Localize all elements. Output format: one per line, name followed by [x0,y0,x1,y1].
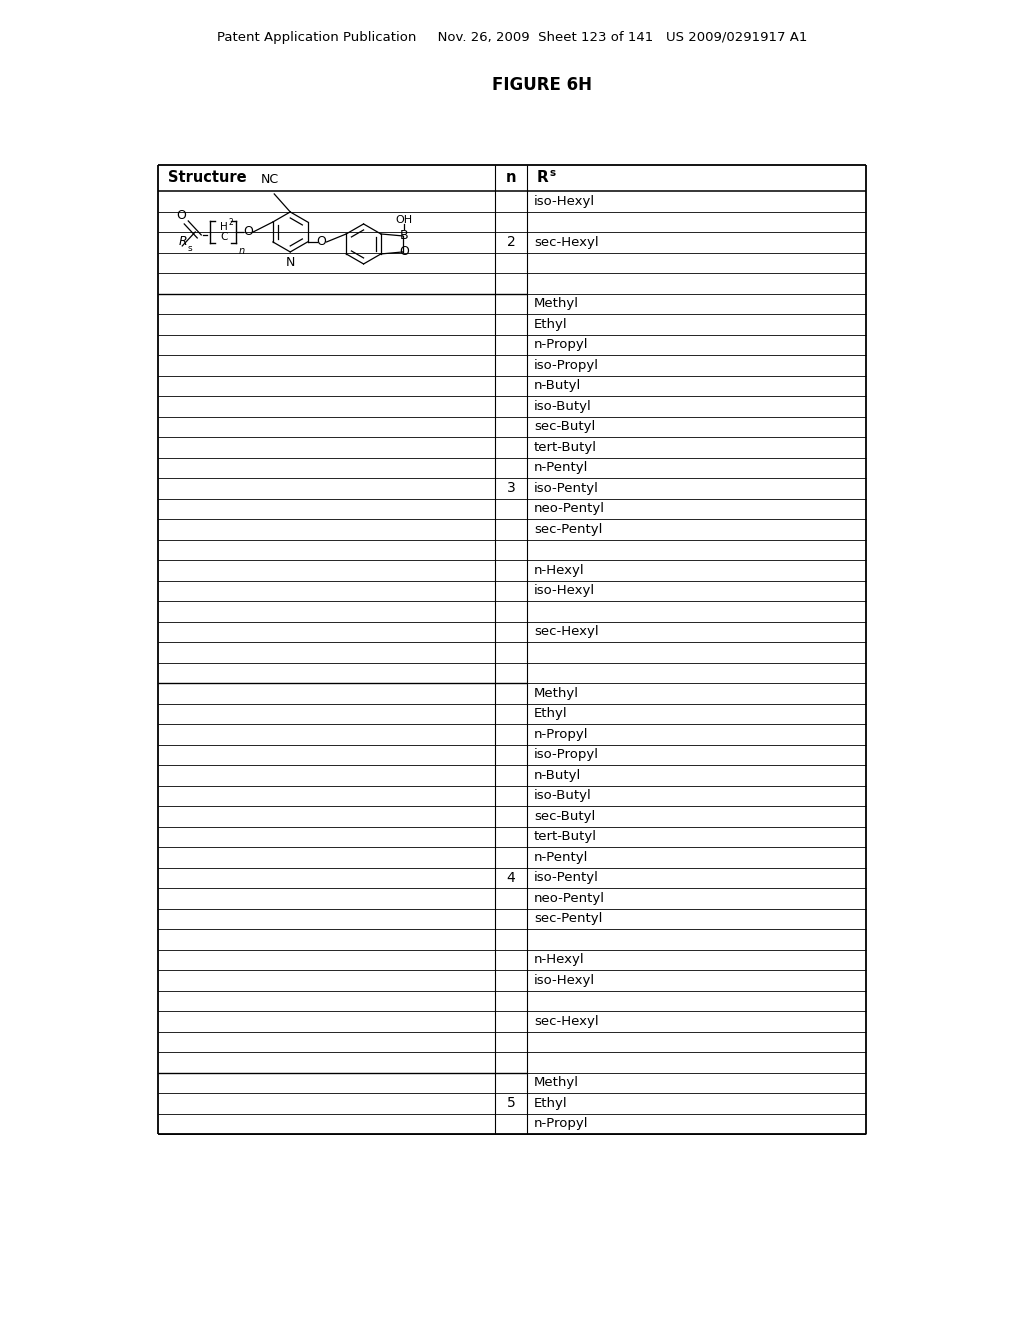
Text: n-Propyl: n-Propyl [534,1117,589,1130]
Text: B: B [399,230,409,243]
Text: n-Butyl: n-Butyl [534,379,582,392]
Text: sec-Pentyl: sec-Pentyl [534,912,602,925]
Text: H: H [220,222,228,232]
Text: n-Propyl: n-Propyl [534,727,589,741]
Text: s: s [550,168,556,178]
Text: Ethyl: Ethyl [534,318,567,331]
Text: Structure: Structure [168,170,247,186]
Text: iso-Pentyl: iso-Pentyl [534,871,599,884]
Text: C: C [220,232,228,242]
Text: n-Hexyl: n-Hexyl [534,564,585,577]
Text: O: O [399,246,409,259]
Text: O: O [316,235,327,248]
Text: OH: OH [395,215,413,224]
Text: n: n [506,170,516,186]
Text: neo-Pentyl: neo-Pentyl [534,502,605,515]
Text: Methyl: Methyl [534,1076,579,1089]
Text: O: O [176,210,186,223]
Text: Patent Application Publication     Nov. 26, 2009  Sheet 123 of 141   US 2009/029: Patent Application Publication Nov. 26, … [217,32,807,45]
Text: n-Propyl: n-Propyl [534,338,589,351]
Text: s: s [187,244,191,253]
Text: neo-Pentyl: neo-Pentyl [534,892,605,904]
Text: n-Hexyl: n-Hexyl [534,953,585,966]
Text: tert-Butyl: tert-Butyl [534,830,597,843]
Text: sec-Butyl: sec-Butyl [534,420,595,433]
Text: n-Pentyl: n-Pentyl [534,851,589,863]
Text: iso-Butyl: iso-Butyl [534,789,592,803]
Text: 2: 2 [229,218,233,227]
Text: O: O [244,226,253,239]
Text: tert-Butyl: tert-Butyl [534,441,597,454]
Text: iso-Pentyl: iso-Pentyl [534,482,599,495]
Text: iso-Hexyl: iso-Hexyl [534,585,595,597]
Text: iso-Butyl: iso-Butyl [534,400,592,413]
Text: sec-Hexyl: sec-Hexyl [534,1015,599,1028]
Text: Ethyl: Ethyl [534,708,567,721]
Text: NC: NC [261,173,280,186]
Text: iso-Hexyl: iso-Hexyl [534,974,595,987]
Text: n-Pentyl: n-Pentyl [534,461,589,474]
Text: sec-Hexyl: sec-Hexyl [534,236,599,248]
Text: sec-Pentyl: sec-Pentyl [534,523,602,536]
Text: FIGURE 6H: FIGURE 6H [492,77,592,94]
Text: iso-Propyl: iso-Propyl [534,748,599,762]
Text: R: R [178,235,186,248]
Text: Ethyl: Ethyl [534,1097,567,1110]
Text: n-Butyl: n-Butyl [534,768,582,781]
Text: N: N [286,256,295,269]
Text: n: n [239,246,245,256]
Text: Methyl: Methyl [534,686,579,700]
Text: 4: 4 [507,871,515,884]
Text: sec-Hexyl: sec-Hexyl [534,626,599,639]
Text: R: R [537,170,549,186]
Text: sec-Butyl: sec-Butyl [534,809,595,822]
Text: iso-Propyl: iso-Propyl [534,359,599,372]
Text: 5: 5 [507,1096,515,1110]
Text: 2: 2 [507,235,515,249]
Text: iso-Hexyl: iso-Hexyl [534,195,595,207]
Text: 3: 3 [507,482,515,495]
Text: Methyl: Methyl [534,297,579,310]
